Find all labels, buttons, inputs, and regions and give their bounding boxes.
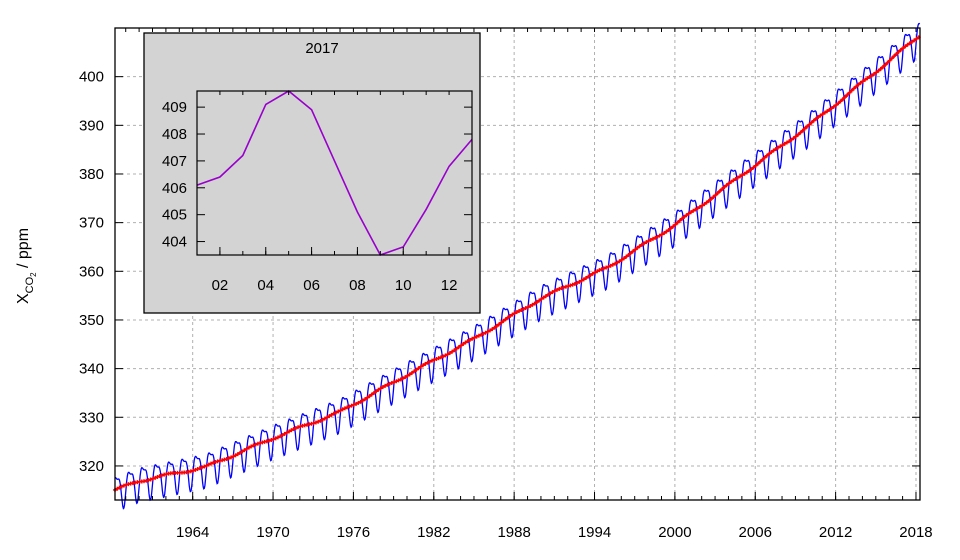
inset-y-tick-label: 407 — [162, 153, 187, 170]
x-tick-label: 1964 — [176, 524, 209, 541]
y-tick-label: 380 — [79, 166, 104, 183]
x-tick-label: 2000 — [658, 524, 691, 541]
y-tick-label: 350 — [79, 312, 104, 329]
inset-x-tick-label: 04 — [257, 277, 274, 294]
inset-y-tick-label: 405 — [162, 207, 187, 224]
inset-y-tick-label: 404 — [162, 234, 187, 251]
x-tick-label: 1988 — [497, 524, 530, 541]
main-x-ticks: 1964 1970 1976 1982 1988 1994 2000 2006 2012 2018 — [125, 28, 933, 541]
inset-x-tick-label: 06 — [303, 277, 320, 294]
inset-y-tick-label: 408 — [162, 126, 187, 143]
y-tick-label: 340 — [79, 361, 104, 378]
y-tick-label: 320 — [79, 458, 104, 475]
inset-background — [143, 32, 481, 314]
y-tick-label: 370 — [79, 215, 104, 232]
x-tick-label: 1976 — [337, 524, 370, 541]
x-tick-label: 1970 — [256, 524, 289, 541]
inset-x-tick-label: 10 — [395, 277, 412, 294]
x-tick-label: 2006 — [739, 524, 772, 541]
inset-y-tick-label: 409 — [162, 99, 187, 116]
y-axis-label-sub: CO — [24, 276, 36, 293]
y-tick-label: 390 — [79, 117, 104, 134]
y-tick-label: 360 — [79, 263, 104, 280]
y-axis-label: XCO2 / ppm — [15, 228, 38, 304]
inset-2017-line — [196, 90, 473, 256]
y-tick-label: 400 — [79, 69, 104, 86]
x-tick-label: 2018 — [899, 524, 932, 541]
inset-x-tick-label: 08 — [349, 277, 366, 294]
inset-y-tick-label: 406 — [162, 180, 187, 197]
inset-chart: 2017 02 04 06 08 10 12 404 405 406 407 408 409 — [143, 32, 481, 314]
x-tick-label: 2012 — [819, 524, 852, 541]
inset-x-tick-label: 02 — [212, 277, 229, 294]
inset-x-tick-label: 12 — [441, 277, 458, 294]
main-y-ticks: 320 330 340 350 360 370 380 390 400 — [79, 69, 920, 475]
x-tick-label: 1994 — [578, 524, 611, 541]
y-axis-label-unit: / ppm — [15, 228, 32, 272]
y-axis-label-subsub: 2 — [29, 272, 38, 277]
inset-title: 2017 — [305, 40, 338, 57]
y-tick-label: 330 — [79, 409, 104, 426]
trend-markers — [113, 35, 921, 492]
monthly-co2-line — [114, 22, 921, 510]
x-tick-label: 1982 — [417, 524, 450, 541]
y-axis-label-main: X — [15, 293, 32, 304]
main-plot-frame — [114, 27, 921, 501]
